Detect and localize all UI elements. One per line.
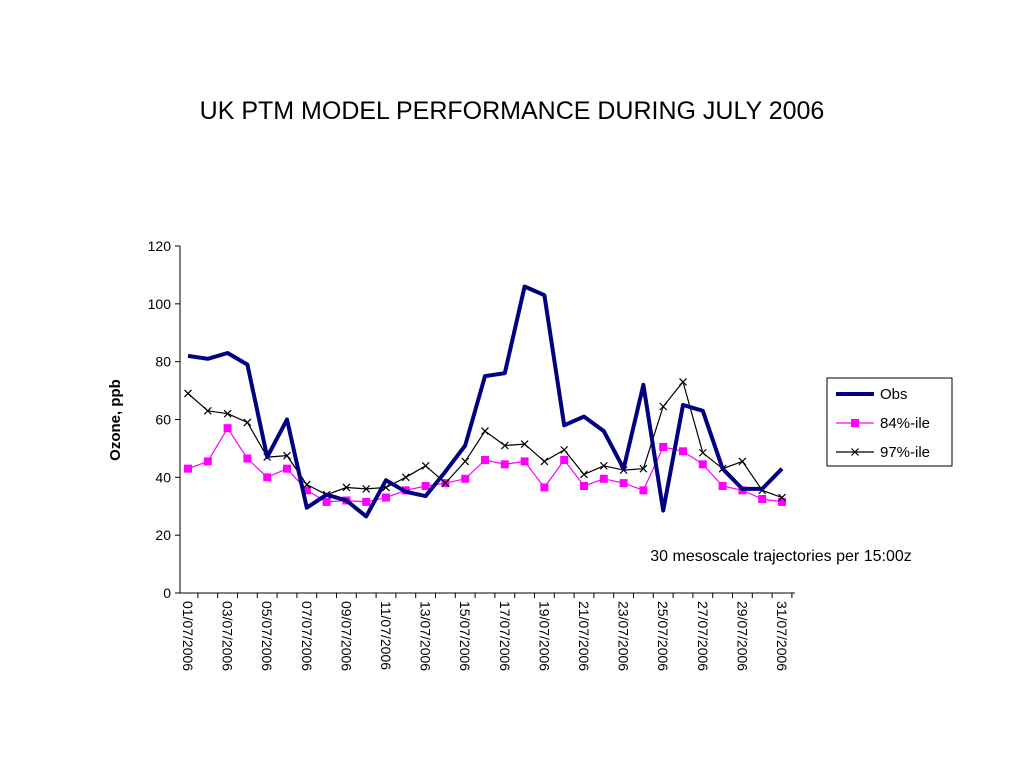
data-point <box>243 418 252 427</box>
legend-label: 97%-ile <box>880 444 930 461</box>
x-tick-label: 11/07/2006 <box>378 601 394 670</box>
data-point <box>540 483 549 492</box>
data-point <box>659 442 668 451</box>
data-point <box>659 402 668 411</box>
x-tick-label: 05/07/2006 <box>259 601 275 671</box>
x-tick-label: 23/07/2006 <box>616 601 632 671</box>
data-point <box>421 461 430 470</box>
data-point <box>580 470 588 479</box>
data-point <box>401 473 410 482</box>
data-point <box>342 483 351 492</box>
series-97-ile <box>184 377 786 502</box>
series-group <box>184 284 786 519</box>
data-point <box>520 457 529 466</box>
data-point <box>243 454 252 463</box>
data-point <box>540 457 549 466</box>
y-tick-label: 120 <box>148 238 172 254</box>
data-point <box>778 493 786 502</box>
y-tick-label: 0 <box>163 585 171 601</box>
data-point <box>500 441 509 450</box>
data-point <box>283 464 291 473</box>
legend-item: 84%-ile <box>836 415 930 432</box>
series-obs <box>187 284 784 519</box>
x-tick-label: 09/07/2006 <box>338 601 354 671</box>
y-tick-label: 80 <box>155 354 171 370</box>
data-point <box>560 455 569 464</box>
data-point <box>362 484 371 493</box>
data-point <box>679 447 687 456</box>
data-point <box>698 460 707 469</box>
data-point <box>382 493 390 502</box>
data-point <box>639 486 648 495</box>
series-line <box>187 284 784 519</box>
y-tick-label: 100 <box>148 296 172 312</box>
data-point <box>203 406 212 415</box>
data-point <box>580 482 588 491</box>
data-point <box>322 497 331 506</box>
data-point <box>679 377 687 386</box>
chart-annotation: 30 mesoscale trajectories per 15:00z <box>650 548 911 565</box>
data-point <box>481 427 489 435</box>
data-point <box>223 409 232 418</box>
y-tick-label: 20 <box>155 527 171 543</box>
x-tick-label: 17/07/2006 <box>497 601 513 671</box>
data-point <box>560 445 569 454</box>
data-point <box>500 460 509 469</box>
legend-label: Obs <box>880 386 908 403</box>
data-point <box>421 482 430 491</box>
series-84-ile <box>184 424 786 506</box>
data-point <box>481 455 489 464</box>
data-point <box>851 448 859 456</box>
legend-item: Obs <box>836 386 908 403</box>
data-point <box>851 419 859 427</box>
data-point <box>619 479 628 488</box>
data-point <box>362 497 371 506</box>
x-tick-label: 21/07/2006 <box>576 601 592 671</box>
x-tick-label: 29/07/2006 <box>734 601 750 671</box>
data-point <box>738 457 747 466</box>
x-tick-label: 13/07/2006 <box>418 601 434 671</box>
data-point <box>698 448 707 457</box>
data-point <box>599 474 608 483</box>
data-point <box>283 451 291 460</box>
x-tick-label: 15/07/2006 <box>457 601 473 671</box>
data-point <box>441 479 450 488</box>
data-point <box>302 480 311 489</box>
x-tick-label: 07/07/2006 <box>299 601 315 671</box>
x-tick-label: 03/07/2006 <box>220 601 236 671</box>
y-tick-label: 40 <box>155 469 171 485</box>
chart-title: UK PTM MODEL PERFORMANCE DURING JULY 200… <box>199 97 825 125</box>
data-point <box>520 440 529 449</box>
axes: 0 20 40 60 80 100 120 01/07/2006 03/07/2006 05/07… <box>148 238 795 671</box>
legend-label: 84%-ile <box>880 415 930 432</box>
data-point <box>263 473 272 482</box>
data-point <box>639 464 648 473</box>
data-point <box>461 474 470 483</box>
data-point <box>758 495 767 504</box>
data-point <box>203 457 212 466</box>
x-tick-label: 01/07/2006 <box>180 601 196 671</box>
data-point <box>184 389 192 398</box>
legend-item: 97%-ile <box>836 444 930 461</box>
data-point <box>461 457 470 466</box>
x-tick-label: 27/07/2006 <box>695 601 711 671</box>
data-point <box>223 424 232 433</box>
x-tick-label: 25/07/2006 <box>655 601 671 671</box>
data-point <box>184 464 192 473</box>
x-tick-label: 31/07/2006 <box>774 601 790 671</box>
data-point <box>718 482 727 491</box>
x-tick-label: 19/07/2006 <box>536 601 552 671</box>
y-axis-title: Ozone, ppb <box>107 379 124 461</box>
y-tick-label: 60 <box>155 412 171 428</box>
legend: Obs 84%-ile 97%-ile <box>826 377 953 467</box>
data-point <box>599 461 608 470</box>
